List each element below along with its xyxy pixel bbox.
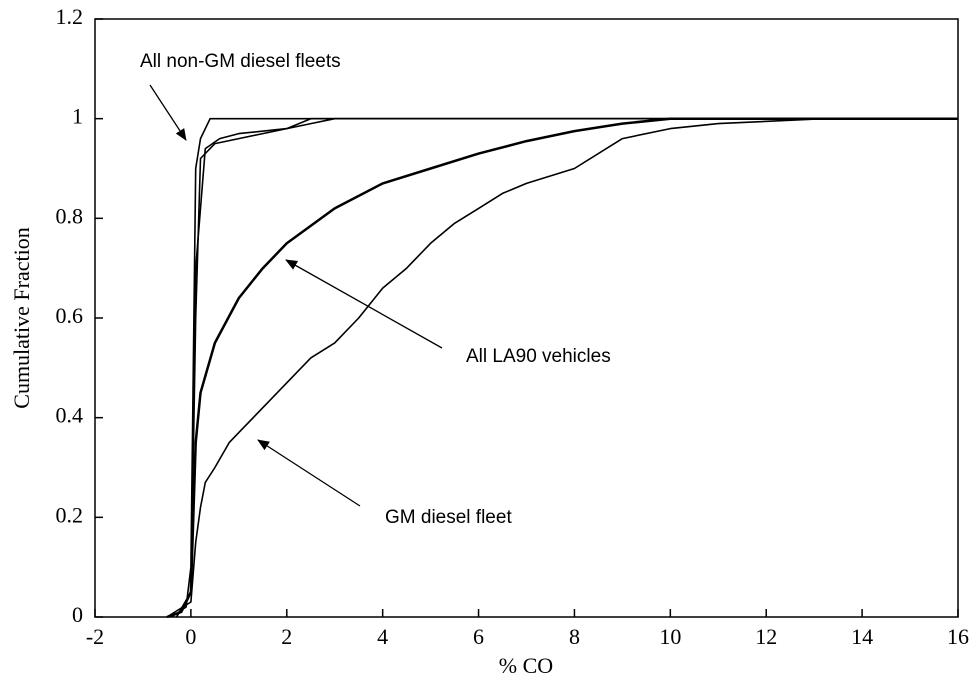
data-line [175, 117, 958, 618]
y-tick-label: 1.2 [56, 4, 84, 29]
y-tick-label: 0.8 [56, 203, 84, 228]
x-axis-label: % CO [499, 653, 553, 678]
data-line [175, 117, 958, 618]
annotation-arrow [149, 84, 187, 141]
x-tick-label: 16 [947, 624, 969, 649]
y-tick-label: 0.2 [56, 502, 84, 527]
x-tick-label: 2 [281, 624, 292, 649]
x-tick-label: 4 [377, 624, 388, 649]
data-line [171, 117, 958, 618]
x-tick-label: 10 [659, 624, 681, 649]
y-tick-label: 0.6 [56, 303, 84, 328]
annotation-arrow [257, 439, 361, 507]
y-tick-label: 1 [72, 104, 83, 129]
data-line [166, 117, 824, 618]
annotation: All LA90 vehicles [466, 346, 611, 367]
x-tick-label: 8 [569, 624, 580, 649]
y-axis-label: Cumulative Fraction [9, 227, 34, 408]
data-line [166, 117, 958, 619]
y-tick-label: 0.4 [56, 403, 84, 428]
x-tick-label: 14 [851, 624, 873, 649]
x-tick-label: -2 [86, 624, 104, 649]
plot-frame [94, 18, 959, 618]
annotation: All non-GM diesel fleets [140, 51, 341, 72]
x-tick-label: 12 [755, 624, 777, 649]
x-tick-label: 0 [185, 624, 196, 649]
annotation: GM diesel fleet [385, 507, 512, 528]
x-tick-label: 6 [473, 624, 484, 649]
annotation-arrow [285, 259, 443, 349]
y-tick-label: 0 [72, 602, 83, 627]
